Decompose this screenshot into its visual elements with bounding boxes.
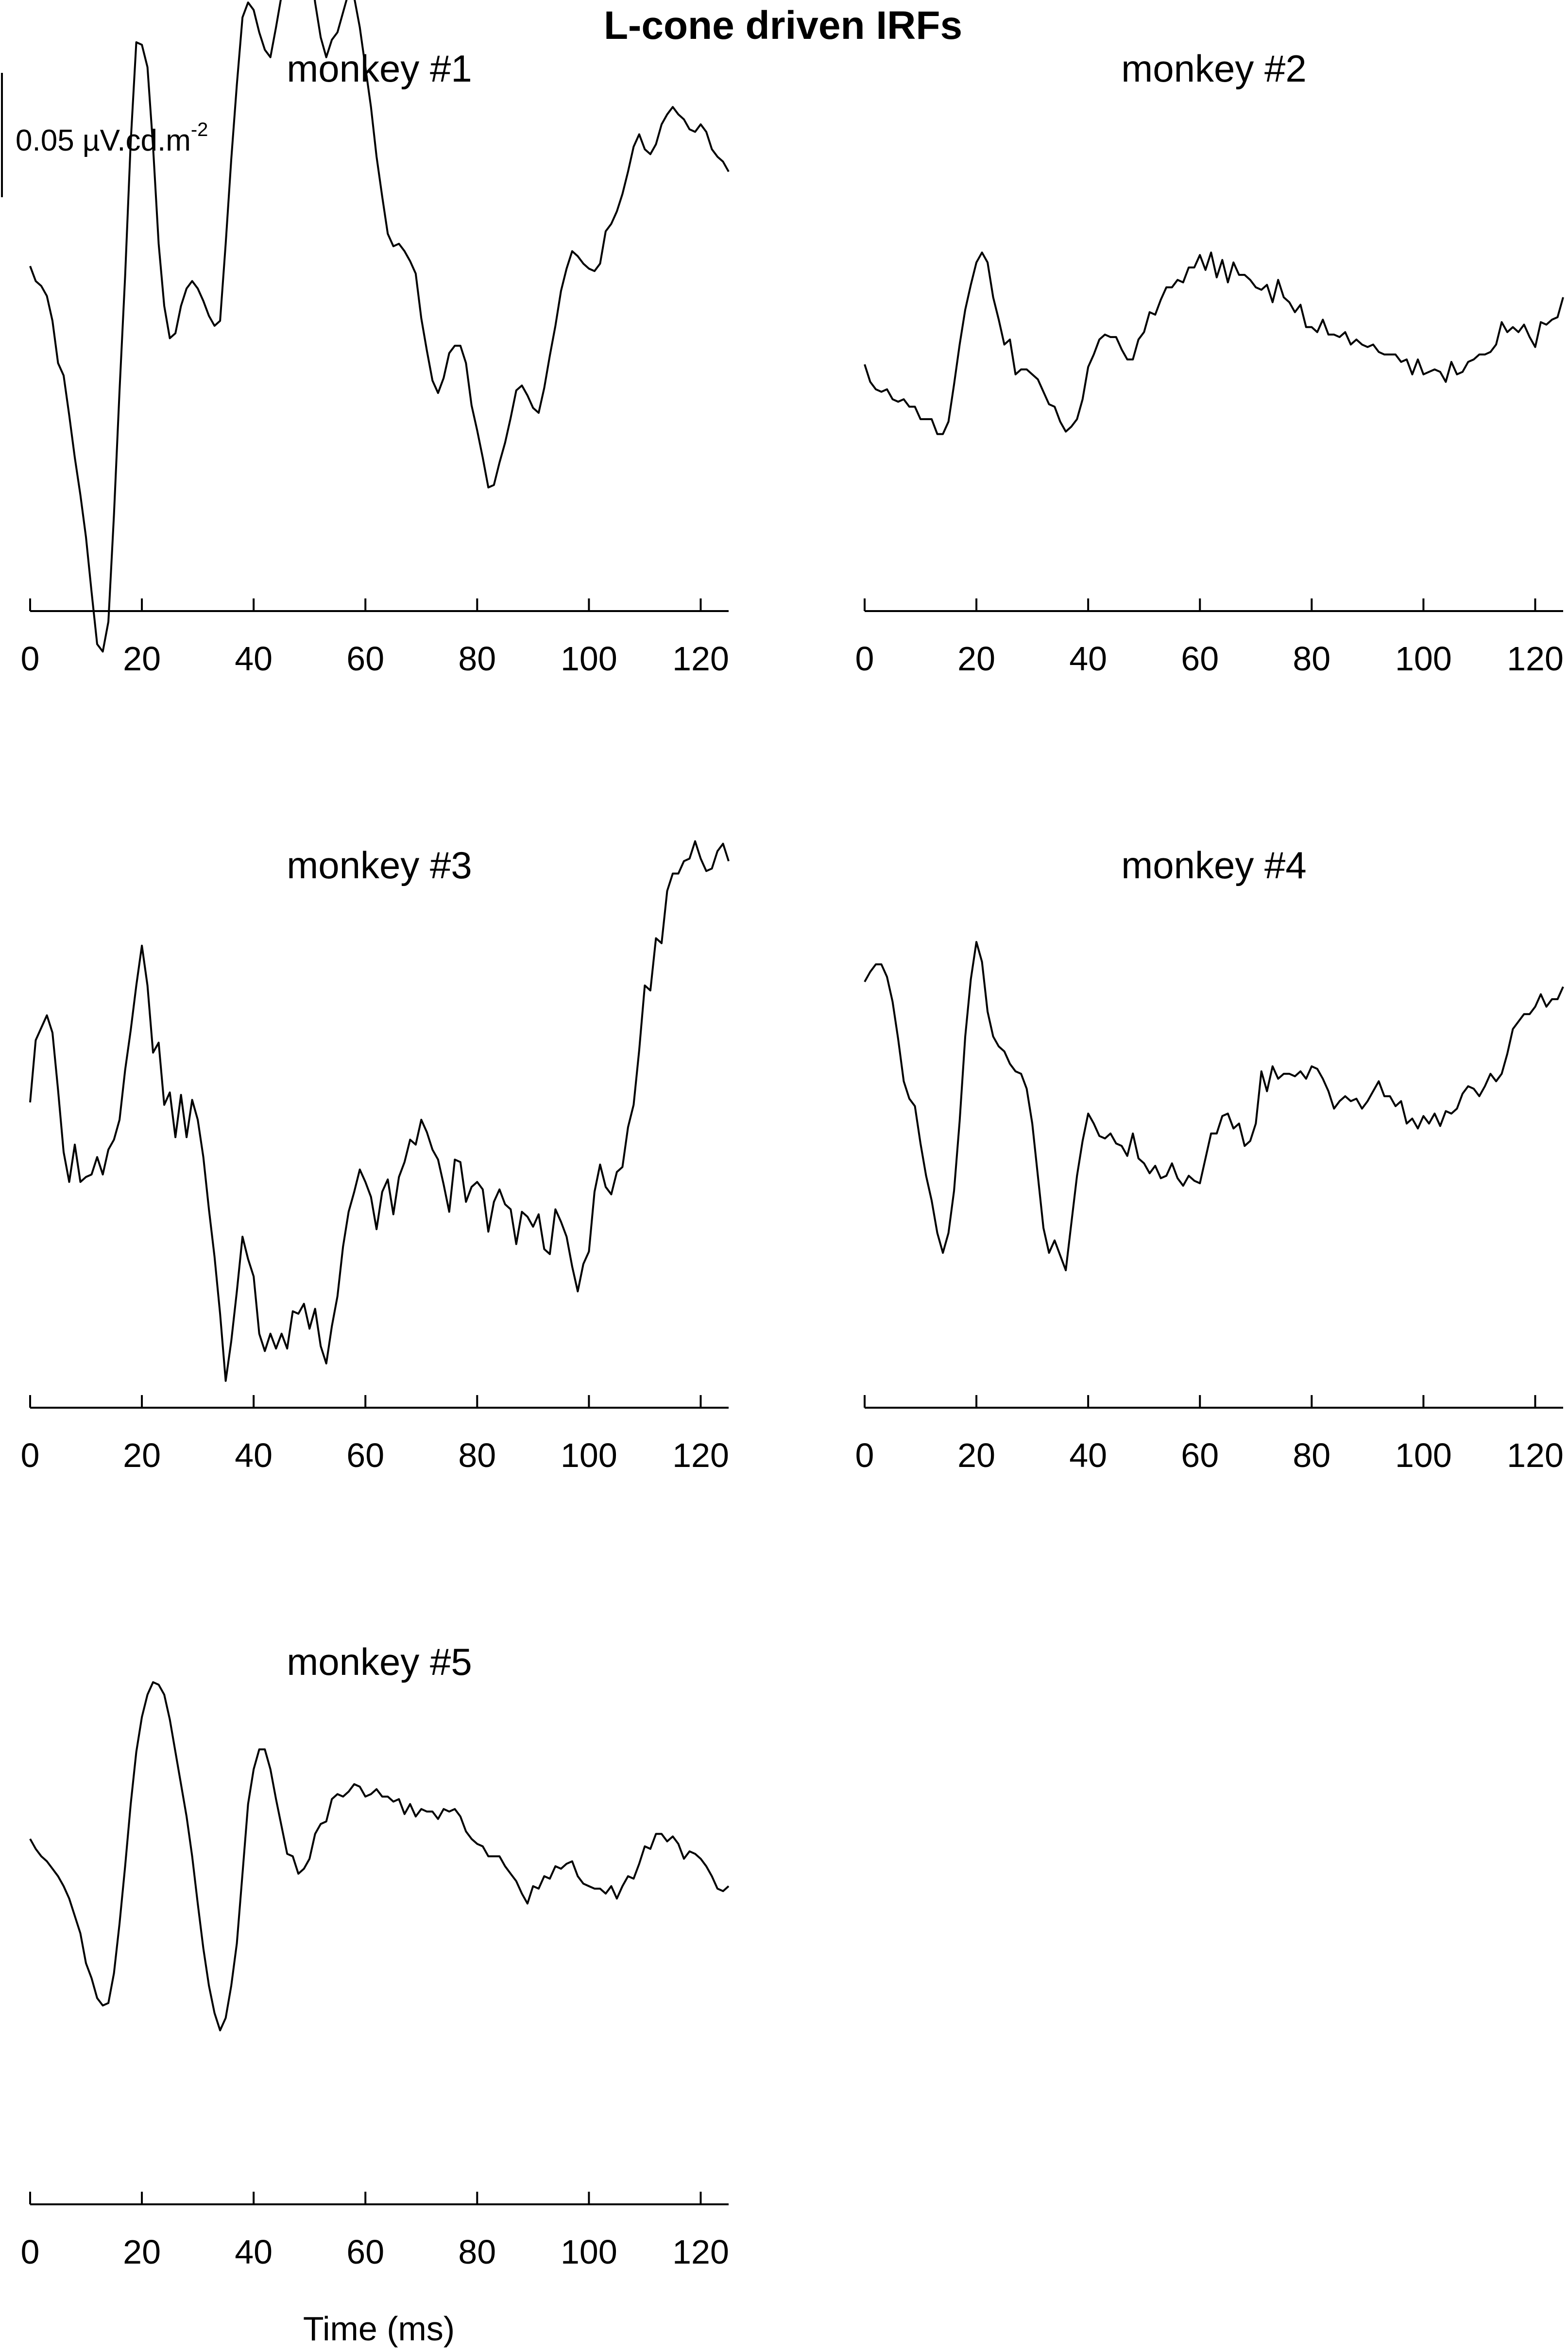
x-tick-label: 80 [1293, 640, 1330, 678]
x-tick-label: 120 [672, 1436, 729, 1474]
x-tick-label: 20 [957, 1436, 995, 1474]
chart-panel: monkey #3 0 20 40 60 80 100 120 [21, 840, 730, 1474]
panel-title: monkey #2 [1121, 47, 1307, 90]
x-tick-label: 40 [1069, 1436, 1107, 1474]
x-tick-label: 40 [235, 640, 273, 678]
x-tick-label: 120 [672, 640, 729, 678]
x-tick-label: 0 [21, 640, 40, 678]
x-tick-label: 100 [561, 640, 617, 678]
x-tick-label: 20 [123, 1436, 161, 1474]
panels: monkey #1 0 20 40 60 80 100 120 monkey #2 0 20 40 60… [21, 0, 1564, 2271]
panel-title: monkey #1 [287, 47, 472, 90]
irf-trace [29, 840, 730, 1382]
panel-title: monkey #5 [287, 1640, 472, 1683]
x-tick-label: 120 [1507, 640, 1564, 678]
x-tick-label: 80 [458, 2233, 496, 2271]
panel-title: monkey #4 [1121, 844, 1307, 886]
chart-panel: monkey #5 0 20 40 60 80 100 120 [21, 1640, 730, 2271]
x-tick-label: 0 [855, 1436, 874, 1474]
irf-trace [29, 0, 730, 653]
x-tick-label: 20 [957, 640, 995, 678]
irf-trace [29, 1681, 730, 2031]
x-tick-label: 0 [855, 640, 874, 678]
x-tick-label: 40 [235, 1436, 273, 1474]
x-axis-label: Time (ms) [303, 2310, 455, 2348]
x-tick-label: 20 [123, 2233, 161, 2271]
irf-trace [864, 251, 1564, 435]
x-tick-label: 60 [346, 1436, 384, 1474]
x-tick-label: 80 [1293, 1436, 1330, 1474]
x-tick-label: 20 [123, 640, 161, 678]
x-tick-label: 40 [1069, 640, 1107, 678]
x-tick-label: 100 [561, 2233, 617, 2271]
x-tick-label: 120 [1507, 1436, 1564, 1474]
x-tick-label: 60 [1181, 640, 1219, 678]
scale-bar-unit: 0.05 µV.cd.m [16, 124, 191, 157]
scale-bar-label: 0.05 µV.cd.m-2 [16, 119, 208, 157]
scale-bar: 0.05 µV.cd.m-2 [1, 73, 208, 197]
panel-title: monkey #3 [287, 844, 472, 886]
x-tick-label: 40 [235, 2233, 273, 2271]
x-tick-label: 0 [21, 2233, 40, 2271]
x-tick-label: 0 [21, 1436, 40, 1474]
x-tick-label: 100 [1395, 1436, 1452, 1474]
scale-bar-exponent: -2 [191, 119, 208, 140]
x-tick-label: 60 [1181, 1436, 1219, 1474]
x-tick-label: 60 [346, 640, 384, 678]
figure-title: L-cone driven IRFs [604, 3, 962, 48]
x-tick-label: 100 [1395, 640, 1452, 678]
chart-panel: monkey #4 0 20 40 60 80 100 120 [855, 844, 1564, 1474]
irf-trace [864, 941, 1564, 1272]
x-tick-label: 100 [561, 1436, 617, 1474]
chart-panel: monkey #1 0 20 40 60 80 100 120 [21, 0, 730, 678]
x-tick-label: 80 [458, 1436, 496, 1474]
x-tick-label: 120 [672, 2233, 729, 2271]
x-tick-label: 80 [458, 640, 496, 678]
x-tick-label: 60 [346, 2233, 384, 2271]
chart-panel: monkey #2 0 20 40 60 80 100 120 [855, 47, 1564, 678]
